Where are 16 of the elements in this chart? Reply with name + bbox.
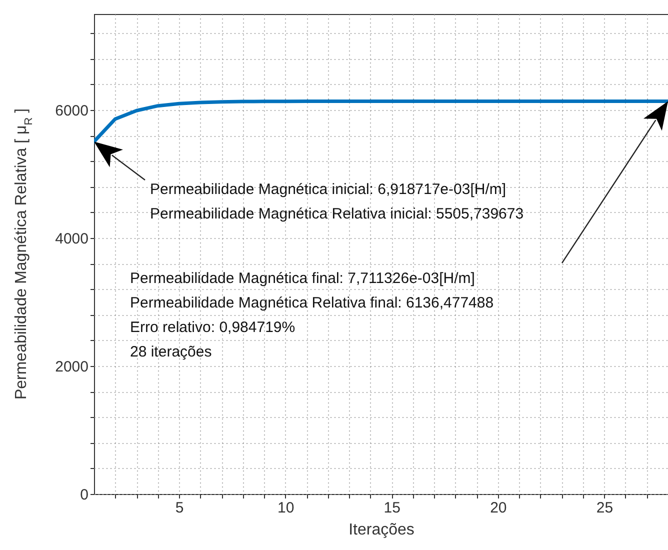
x-tick-label: 10 [277,500,294,516]
annotation: Permeabilidade Magnética Relativa final: 6136,477488 [130,294,494,312]
x-tick-label: 25 [596,500,614,516]
y-tick-label: 6000 [55,102,88,120]
annotation: Permeabilidade Magnética Relativa inicial: 5505,739673 [150,206,524,222]
y-tick-label: 0 [80,486,88,504]
x-tick-label: 5 [175,500,184,516]
y-tick-label: 4000 [55,230,88,248]
annotation: Erro relativo: 0,984719% [130,319,296,336]
annotation: Permeabilidade Magnética inicial: 6,918717e-03[H/m] [150,181,506,198]
annotation: Permeabilidade Magnética final: 7,711326e-03[H/m] [130,270,475,287]
x-tick-label: 20 [490,500,507,516]
x-tick-label: 15 [384,500,400,516]
x-axis-title: Iterações [348,522,414,538]
y-tick-label: 2000 [55,358,88,376]
annotation: 28 iterações [130,344,212,360]
